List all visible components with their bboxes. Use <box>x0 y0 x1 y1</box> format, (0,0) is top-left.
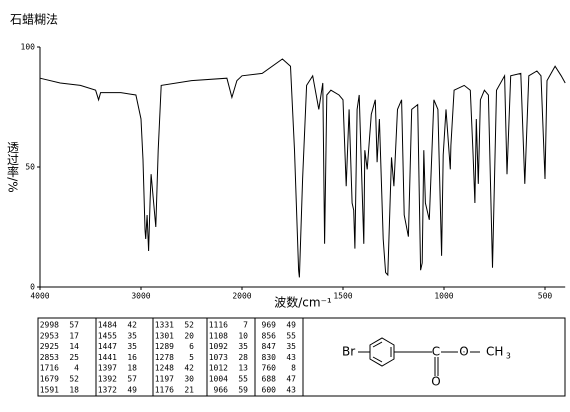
peak-transmittance: 8 <box>291 364 296 373</box>
peak-transmittance: 35 <box>127 331 137 340</box>
peak-transmittance: 30 <box>184 375 194 384</box>
peak-transmittance: 18 <box>69 385 79 394</box>
x-tick-label: 2000 <box>232 292 251 301</box>
table-dividers <box>95 318 304 396</box>
x-tick-label: 3000 <box>131 292 150 301</box>
peak-wavenumber: 1397 <box>98 364 117 373</box>
peak-wavenumber: 1591 <box>40 385 59 394</box>
peak-wavenumber: 1331 <box>155 321 174 330</box>
peak-transmittance: 43 <box>286 353 296 362</box>
peak-transmittance: 47 <box>286 375 296 384</box>
peak-wavenumber: 1092 <box>209 342 228 351</box>
peak-transmittance: 55 <box>286 331 296 340</box>
spectrum-line <box>39 58 566 278</box>
atom-subscript: 3 <box>506 352 511 361</box>
peak-transmittance: 52 <box>69 375 79 384</box>
peak-wavenumber: 2998 <box>40 321 59 330</box>
peak-wavenumber: 1716 <box>40 364 59 373</box>
peak-transmittance: 14 <box>69 342 79 351</box>
peak-wavenumber: 1278 <box>155 353 174 362</box>
peak-transmittance: 17 <box>69 331 79 340</box>
peak-wavenumber: 2925 <box>40 342 59 351</box>
peak-transmittance: 57 <box>69 321 79 330</box>
peak-transmittance: 55 <box>238 375 248 384</box>
atom: O <box>459 345 468 359</box>
peak-wavenumber: 1484 <box>98 321 117 330</box>
peak-transmittance: 59 <box>238 385 248 394</box>
peak-wavenumber: 856 <box>262 331 277 340</box>
x-tick-label: 1500 <box>333 292 352 301</box>
peak-transmittance: 21 <box>184 385 194 394</box>
peak-transmittance: 49 <box>286 321 296 330</box>
peak-wavenumber: 1392 <box>98 375 117 384</box>
peak-transmittance: 42 <box>127 321 137 330</box>
peak-wavenumber: 1108 <box>209 331 228 340</box>
y-tick-label: 0 <box>30 283 35 292</box>
x-tick-label: 4000 <box>30 292 49 301</box>
peak-wavenumber: 1289 <box>155 342 174 351</box>
peak-transmittance: 6 <box>189 342 194 351</box>
peak-wavenumber: 966 <box>214 385 229 394</box>
chart-title: 石蜡糊法 <box>10 12 58 27</box>
peak-transmittance: 52 <box>184 321 194 330</box>
x-tick-label: 1000 <box>434 292 453 301</box>
peak-transmittance: 35 <box>238 342 248 351</box>
x-axis-label: 波数/cm⁻¹ <box>274 295 332 310</box>
peak-transmittance: 7 <box>243 321 248 330</box>
peak-transmittance: 4 <box>74 364 79 373</box>
peak-wavenumber: 1176 <box>155 385 174 394</box>
peak-wavenumber: 688 <box>262 375 277 384</box>
peak-wavenumber: 1447 <box>98 342 117 351</box>
peak-transmittance: 35 <box>286 342 296 351</box>
peak-transmittance: 18 <box>127 364 137 373</box>
peak-wavenumber: 969 <box>262 321 277 330</box>
atom: C <box>432 345 440 359</box>
y-tick-label: 100 <box>21 43 36 52</box>
peak-wavenumber: 760 <box>262 364 277 373</box>
peak-wavenumber: 1679 <box>40 375 59 384</box>
peak-wavenumber: 1248 <box>155 364 174 373</box>
peak-wavenumber: 600 <box>262 385 277 394</box>
peak-wavenumber: 1372 <box>98 385 117 394</box>
peak-transmittance: 49 <box>127 385 137 394</box>
peak-wavenumber: 1441 <box>98 353 117 362</box>
peak-wavenumber: 1012 <box>209 364 228 373</box>
peak-transmittance: 57 <box>127 375 137 384</box>
atom: O <box>431 375 440 389</box>
peak-wavenumber: 1116 <box>209 321 228 330</box>
peak-transmittance: 28 <box>238 353 248 362</box>
atom: CH <box>486 345 503 359</box>
peak-transmittance: 16 <box>127 353 137 362</box>
peak-transmittance: 43 <box>286 385 296 394</box>
peak-wavenumber: 1004 <box>209 375 228 384</box>
peak-wavenumber: 1301 <box>155 331 174 340</box>
atom: Br <box>342 345 355 359</box>
peak-transmittance: 35 <box>127 342 137 351</box>
peak-wavenumber: 2953 <box>40 331 59 340</box>
peak-transmittance: 5 <box>189 353 194 362</box>
peak-wavenumber: 1455 <box>98 331 117 340</box>
x-tick-label: 500 <box>538 292 553 301</box>
peak-wavenumber: 830 <box>262 353 277 362</box>
peak-wavenumber: 1197 <box>155 375 174 384</box>
peak-wavenumber: 1073 <box>209 353 228 362</box>
y-tick-label: 50 <box>25 163 35 172</box>
peak-wavenumber: 847 <box>262 342 277 351</box>
peak-transmittance: 10 <box>238 331 248 340</box>
structure <box>358 337 480 376</box>
y-axis-label: 透过率/% <box>6 141 20 193</box>
peak-transmittance: 25 <box>69 353 79 362</box>
peak-wavenumber: 2853 <box>40 353 59 362</box>
peak-transmittance: 42 <box>184 364 194 373</box>
peak-transmittance: 20 <box>184 331 194 340</box>
table-frame <box>37 317 566 397</box>
peak-transmittance: 13 <box>238 364 248 373</box>
